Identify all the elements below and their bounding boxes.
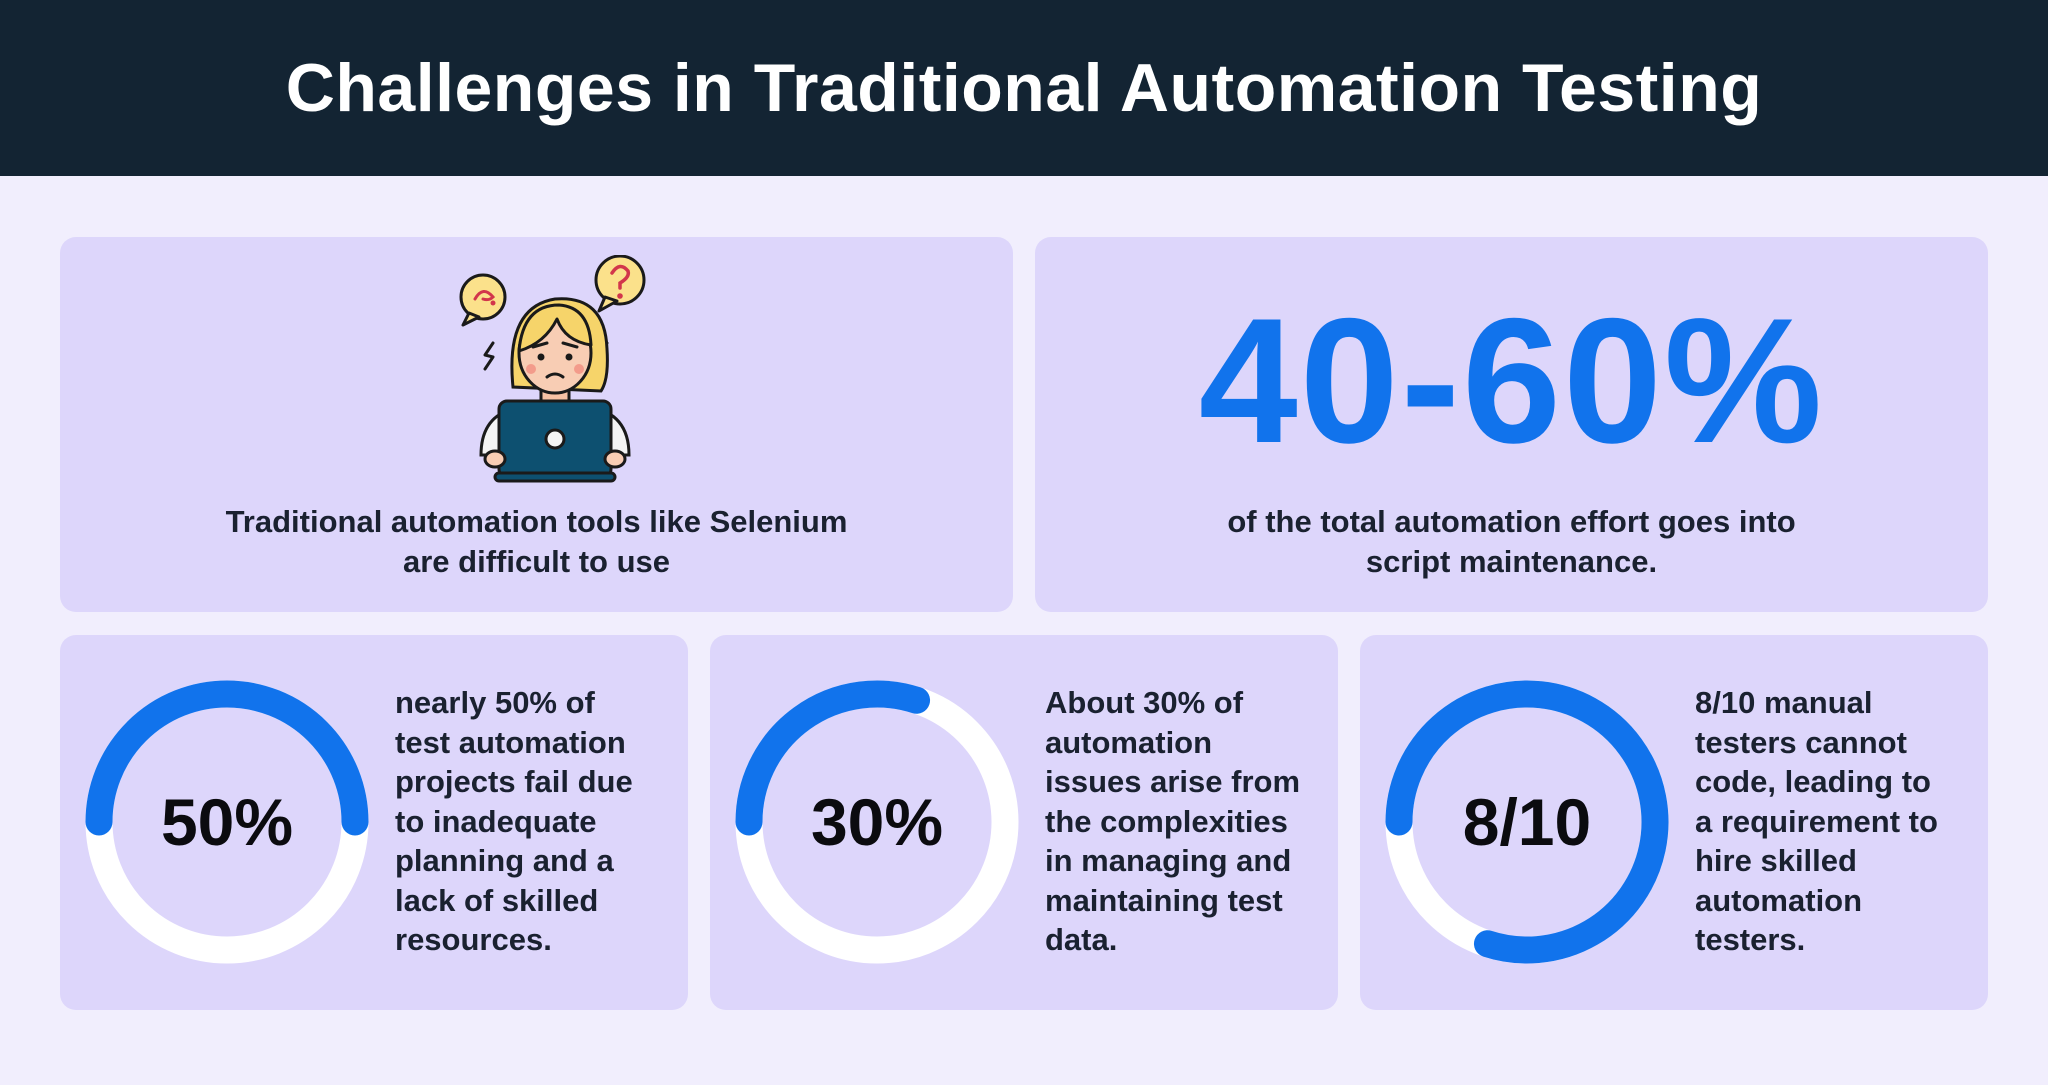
progress-ring — [735, 680, 1019, 964]
page-header: Challenges in Traditional Automation Tes… — [0, 0, 2048, 176]
stat-value: 30% — [810, 785, 944, 859]
stat-card-manual-testers: 8/10 8/10 manual testers cannot code, le… — [1360, 635, 1988, 1010]
maintenance-stat: 40-60% — [1198, 281, 1825, 480]
tools-difficulty-card: Traditional automation tools like Seleni… — [60, 237, 1013, 612]
progress-arc — [735, 680, 931, 836]
page-title: Challenges in Traditional Automation Tes… — [285, 50, 1763, 126]
progress-arc — [85, 680, 369, 836]
stat-description: nearly 50% of test automation projects f… — [395, 685, 633, 957]
progress-arc — [1385, 680, 1669, 964]
confused-person-laptop-icon — [459, 255, 646, 483]
stat-description: About 30% of automation issues arise fro… — [1045, 685, 1301, 957]
stat-card-test-data: 30% About 30% of automation issues arise… — [710, 635, 1338, 1010]
stat-card-projects-fail: 50% nearly 50% of test automation projec… — [60, 635, 688, 1010]
tools-difficulty-text: Traditional automation tools like Seleni… — [225, 504, 848, 579]
progress-ring — [1385, 680, 1669, 964]
stat-value: 50% — [160, 785, 294, 859]
progress-ring — [85, 680, 369, 964]
maintenance-card: 40-60% of the total automation effort go… — [1035, 237, 1988, 612]
maintenance-text: of the total automation effort goes into… — [1227, 504, 1796, 579]
stat-description: 8/10 manual testers cannot code, leading… — [1695, 685, 1938, 957]
stat-value: 8/10 — [1462, 785, 1592, 859]
